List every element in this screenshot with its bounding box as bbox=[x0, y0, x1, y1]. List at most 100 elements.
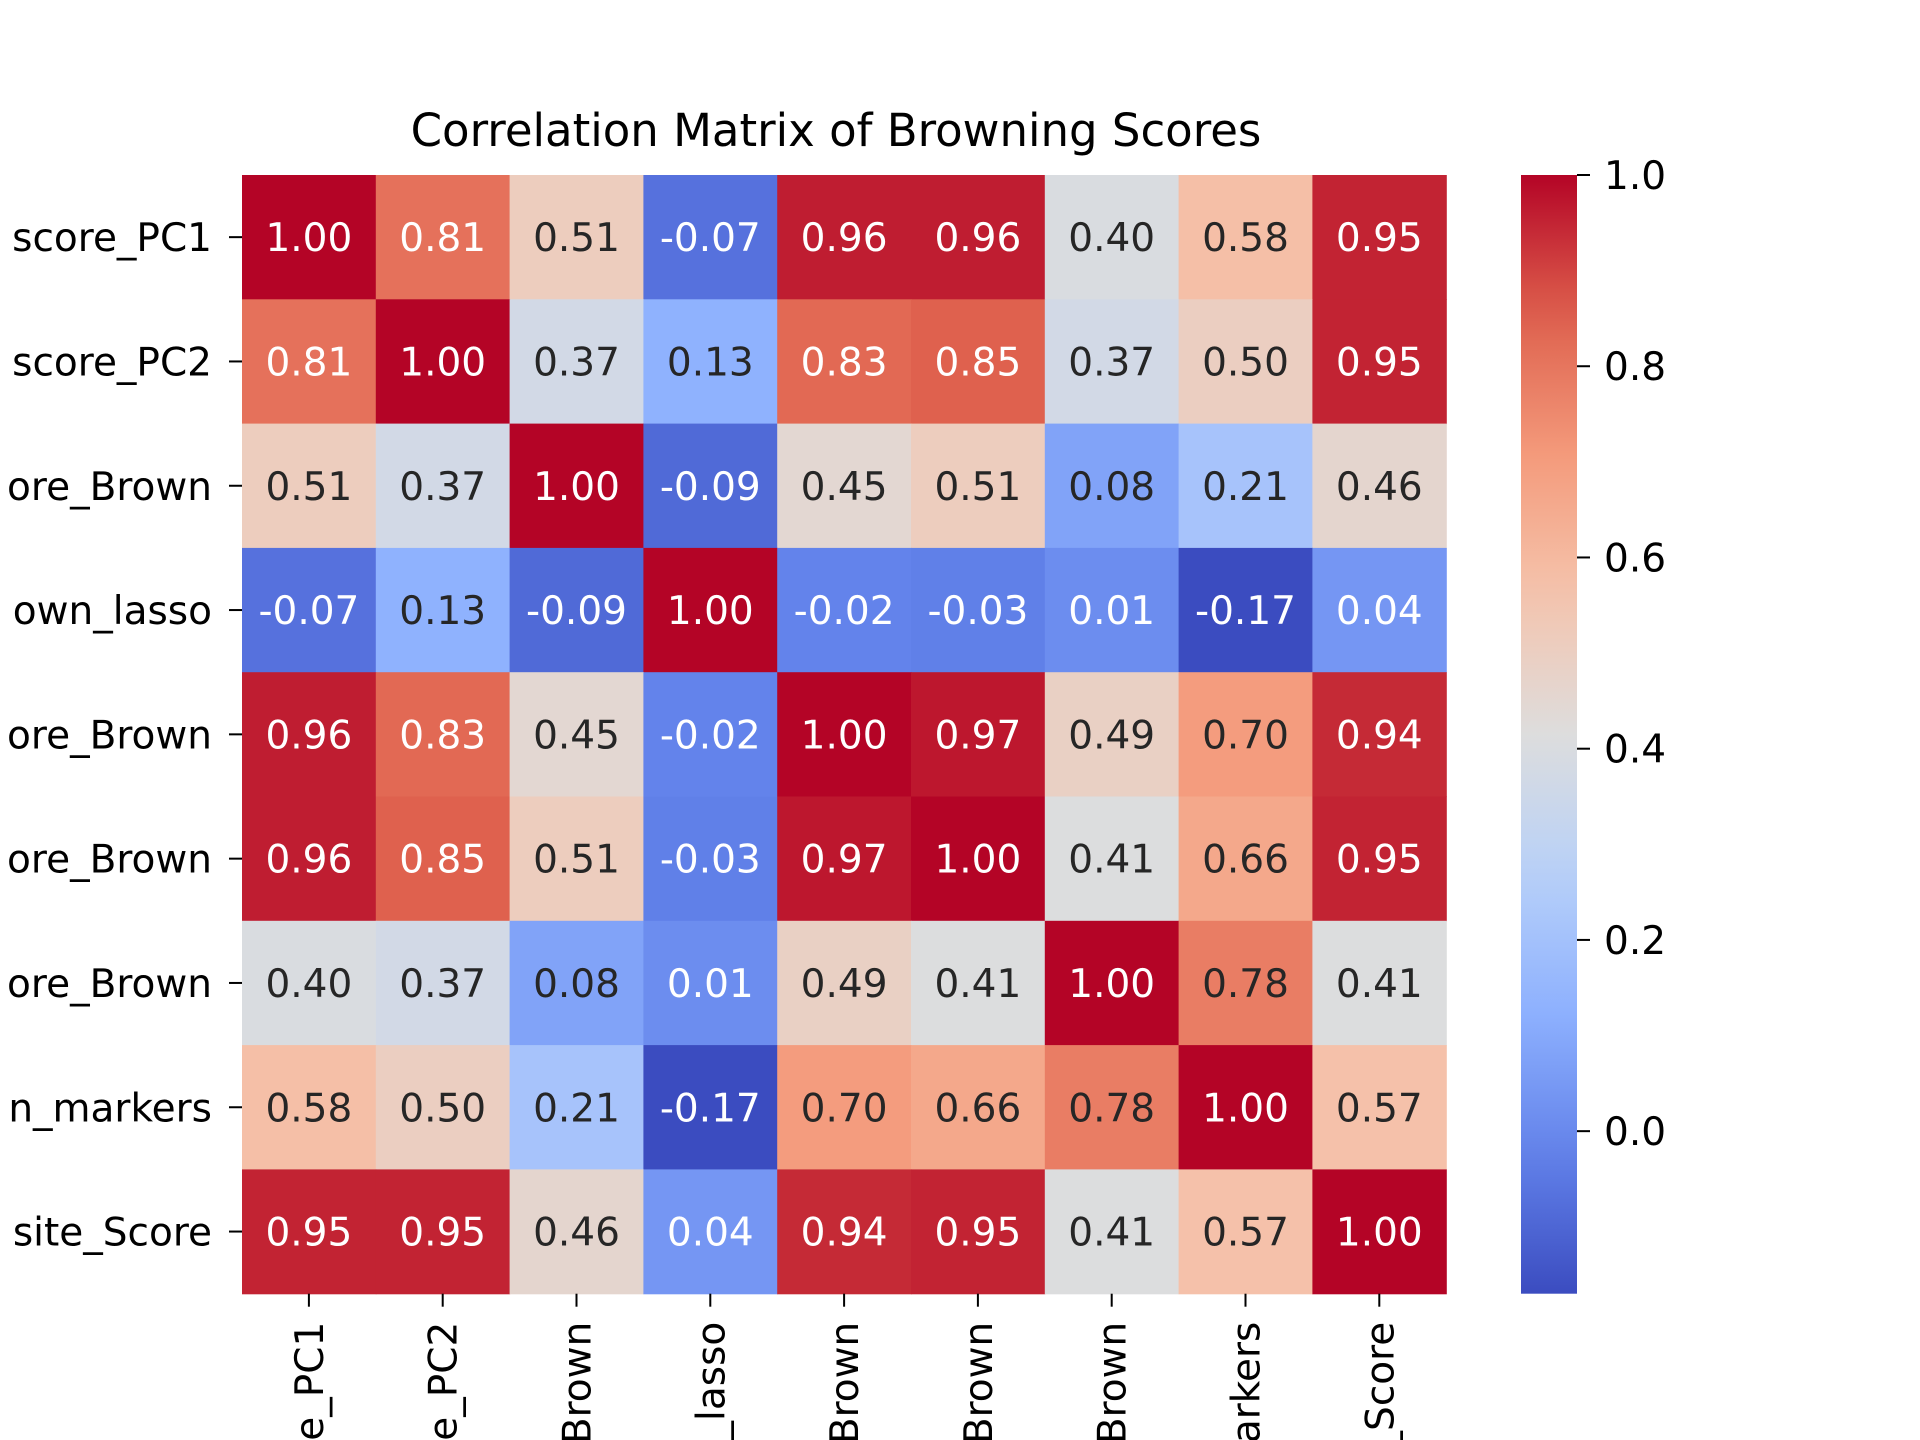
heatmap-cell bbox=[1178, 299, 1313, 425]
cell-value-label: 0.04 bbox=[1336, 589, 1423, 634]
heatmap-cell bbox=[1044, 1045, 1180, 1170]
heatmap-annotations: 1.00 0.81 0.51 -0.07 0.96 0.96 0.40 0.58 0.95 0.8… bbox=[258, 216, 1422, 1255]
cell-value-label: 0.37 bbox=[399, 465, 486, 510]
heatmap-cell bbox=[911, 423, 1046, 549]
column-tick-label: _lasso bbox=[689, 1322, 734, 1440]
heatmap-cell bbox=[509, 423, 644, 549]
cell-value-label: 0.57 bbox=[1336, 1086, 1423, 1131]
heatmap-cell bbox=[242, 299, 377, 425]
heatmap-cell bbox=[643, 1045, 778, 1170]
heatmap-cell bbox=[777, 1169, 912, 1295]
cell-value-label: 0.46 bbox=[1336, 465, 1423, 510]
cell-value-label: 0.83 bbox=[801, 340, 888, 385]
cell-value-label: -0.17 bbox=[1195, 589, 1296, 634]
heatmap-cell bbox=[1312, 1169, 1447, 1295]
cell-value-label: 0.51 bbox=[533, 216, 620, 261]
colorbar: 0.0 0.2 0.4 0.6 0.8 1.0 bbox=[1521, 154, 1666, 1294]
heatmap-cell bbox=[777, 672, 912, 798]
heatmap-cell bbox=[1044, 1169, 1180, 1295]
cell-value-label: 1.00 bbox=[1336, 1211, 1423, 1256]
cell-value-label: -0.07 bbox=[660, 216, 761, 261]
row-tick-label: ore_Brown bbox=[7, 838, 212, 883]
column-tick-label: Brown bbox=[1091, 1322, 1136, 1440]
heatmap-cells bbox=[242, 175, 1447, 1295]
row-tick-label: own_lasso bbox=[13, 589, 212, 634]
heatmap-cell bbox=[1178, 1169, 1313, 1295]
cell-value-label: 0.50 bbox=[1202, 340, 1289, 385]
heatmap-cell bbox=[1044, 672, 1180, 798]
heatmap-cell bbox=[1044, 299, 1180, 425]
cell-value-label: -0.07 bbox=[258, 589, 359, 634]
cell-value-label: 0.13 bbox=[399, 589, 486, 634]
cell-value-label: 1.00 bbox=[667, 589, 754, 634]
cell-value-label: 0.81 bbox=[399, 216, 486, 261]
cell-value-label: 0.37 bbox=[1068, 340, 1155, 385]
cell-value-label: 0.51 bbox=[533, 838, 620, 883]
heatmap-cell bbox=[375, 672, 511, 798]
cell-value-label: 0.66 bbox=[1202, 838, 1289, 883]
heatmap-cell bbox=[375, 547, 511, 673]
heatmap-cell bbox=[242, 547, 377, 673]
heatmap-cell bbox=[509, 672, 644, 798]
cell-value-label: 0.45 bbox=[801, 465, 888, 510]
cell-value-label: 0.81 bbox=[265, 340, 352, 385]
cell-value-label: 0.21 bbox=[1202, 465, 1289, 510]
cell-value-label: -0.03 bbox=[927, 589, 1028, 634]
heatmap-cell bbox=[509, 547, 644, 673]
cell-value-label: 0.95 bbox=[934, 1211, 1021, 1256]
cell-value-label: 0.08 bbox=[533, 962, 620, 1007]
cell-value-label: 0.95 bbox=[265, 1211, 352, 1256]
column-tick-label: arkers bbox=[1225, 1322, 1270, 1440]
colorbar-tick-label: 1.0 bbox=[1604, 154, 1666, 199]
colorbar-tick-label: 0.8 bbox=[1604, 345, 1666, 390]
colorbar-gradient bbox=[1521, 175, 1577, 1294]
cell-value-label: 0.96 bbox=[801, 216, 888, 261]
row-tick-label: score_PC2 bbox=[12, 340, 212, 385]
column-tick-label: _Score bbox=[1358, 1322, 1403, 1440]
cell-value-label: 0.49 bbox=[1068, 713, 1155, 758]
heatmap-cell bbox=[509, 175, 644, 300]
cell-value-label: -0.03 bbox=[660, 838, 761, 883]
cell-value-label: 0.78 bbox=[1202, 962, 1289, 1007]
heatmap-cell bbox=[777, 920, 912, 1046]
cell-value-label: 0.58 bbox=[1202, 216, 1289, 261]
heatmap-cell bbox=[509, 796, 644, 922]
heatmap-cell bbox=[911, 547, 1046, 673]
heatmap-cell bbox=[643, 547, 778, 673]
cell-value-label: -0.02 bbox=[794, 589, 895, 634]
heatmap-cell bbox=[911, 1169, 1046, 1295]
cell-value-label: 1.00 bbox=[399, 340, 486, 385]
heatmap-cell bbox=[777, 1045, 912, 1170]
cell-value-label: 1.00 bbox=[934, 838, 1021, 883]
heatmap-cell bbox=[509, 920, 644, 1046]
cell-value-label: -0.17 bbox=[660, 1086, 761, 1131]
heatmap-cell bbox=[1044, 796, 1180, 922]
column-tick-label: Brown bbox=[823, 1322, 868, 1440]
cell-value-label: 0.95 bbox=[1336, 340, 1423, 385]
heatmap-cell bbox=[1312, 423, 1447, 549]
heatmap-cell bbox=[1312, 175, 1447, 300]
heatmap-cell bbox=[911, 1045, 1046, 1170]
cell-value-label: 0.94 bbox=[1336, 713, 1423, 758]
row-tick-label: ore_Brown bbox=[7, 962, 212, 1007]
heatmap-cell bbox=[1178, 1045, 1313, 1170]
cell-value-label: 1.00 bbox=[1068, 962, 1155, 1007]
heatmap-cell bbox=[1044, 547, 1180, 673]
column-tick-label: Brown bbox=[957, 1322, 1002, 1440]
heatmap-cell bbox=[1178, 796, 1313, 922]
heatmap-cell bbox=[777, 796, 912, 922]
chart-title: Correlation Matrix of Browning Scores bbox=[411, 104, 1262, 157]
heatmap-cell bbox=[242, 423, 377, 549]
heatmap-cell bbox=[777, 423, 912, 549]
heatmap-cell bbox=[1178, 547, 1313, 673]
column-tick-label: e_PC2 bbox=[422, 1322, 467, 1440]
cell-value-label: 0.49 bbox=[801, 962, 888, 1007]
cell-value-label: -0.02 bbox=[660, 713, 761, 758]
cell-value-label: 0.78 bbox=[1068, 1086, 1155, 1131]
cell-value-label: 0.97 bbox=[934, 713, 1021, 758]
cell-value-label: 0.01 bbox=[1068, 589, 1155, 634]
cell-value-label: 0.83 bbox=[399, 713, 486, 758]
cell-value-label: 0.46 bbox=[533, 1211, 620, 1256]
cell-value-label: 0.51 bbox=[934, 465, 1021, 510]
